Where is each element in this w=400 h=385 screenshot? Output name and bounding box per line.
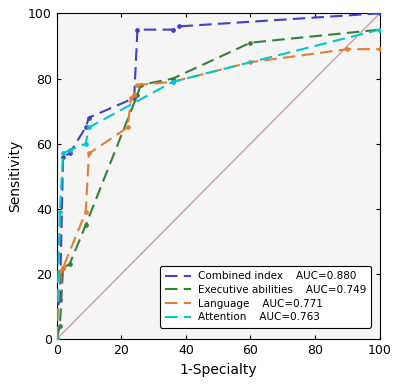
Y-axis label: Sensitivity: Sensitivity [8,140,22,213]
Legend: Combined index    AUC=0.880, Executive abilities    AUC=0.749, Language    AUC=0: Combined index AUC=0.880, Executive abil… [160,266,371,328]
X-axis label: 1-Specialty: 1-Specialty [179,363,257,377]
